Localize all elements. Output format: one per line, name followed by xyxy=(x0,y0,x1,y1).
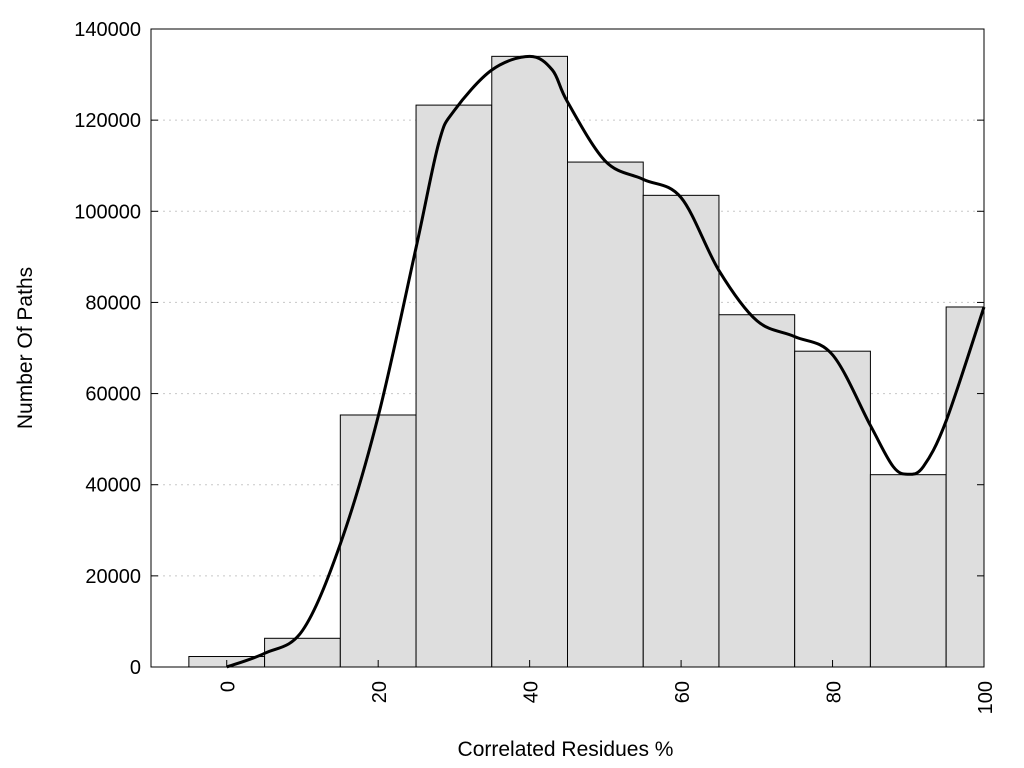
y-tick-label-0: 0 xyxy=(130,657,141,679)
y-tick-label-4: 80000 xyxy=(85,292,141,314)
bar-3 xyxy=(415,104,493,668)
bar-7 xyxy=(718,314,796,668)
plot-frame xyxy=(150,28,985,668)
x-tick-label-1: 20 xyxy=(369,681,391,703)
x-tick-label-4: 80 xyxy=(824,681,846,703)
bar-6 xyxy=(642,194,720,668)
x-tick-label-2: 40 xyxy=(521,681,543,703)
bars xyxy=(188,55,985,668)
bar-2 xyxy=(339,414,417,668)
x-tick-label-5: 100 xyxy=(975,681,997,714)
density-curve xyxy=(226,54,986,669)
bar-8 xyxy=(794,350,871,668)
y-tick-label-5: 100000 xyxy=(74,201,141,223)
y-axis-title: Number Of Paths xyxy=(14,267,37,429)
x-tick-label-3: 60 xyxy=(672,681,694,703)
x-tick-label-0: 0 xyxy=(218,681,240,692)
y-tick-label-1: 20000 xyxy=(85,566,141,588)
x-axis-title: Correlated Residues % xyxy=(458,738,674,761)
y-tick-label-3: 60000 xyxy=(85,384,141,406)
y-tick-label-2: 40000 xyxy=(85,475,141,497)
bar-4 xyxy=(491,55,569,668)
axis-ticks: 0 20000 40000 60000 80000 100000 120000 140000 0… xyxy=(74,19,997,714)
grid-lines xyxy=(151,119,984,577)
bar-9 xyxy=(869,474,947,668)
bar-5 xyxy=(567,161,644,668)
y-tick-label-6: 120000 xyxy=(74,110,141,132)
y-tick-label-7: 140000 xyxy=(74,19,141,41)
bar-1 xyxy=(264,637,341,668)
